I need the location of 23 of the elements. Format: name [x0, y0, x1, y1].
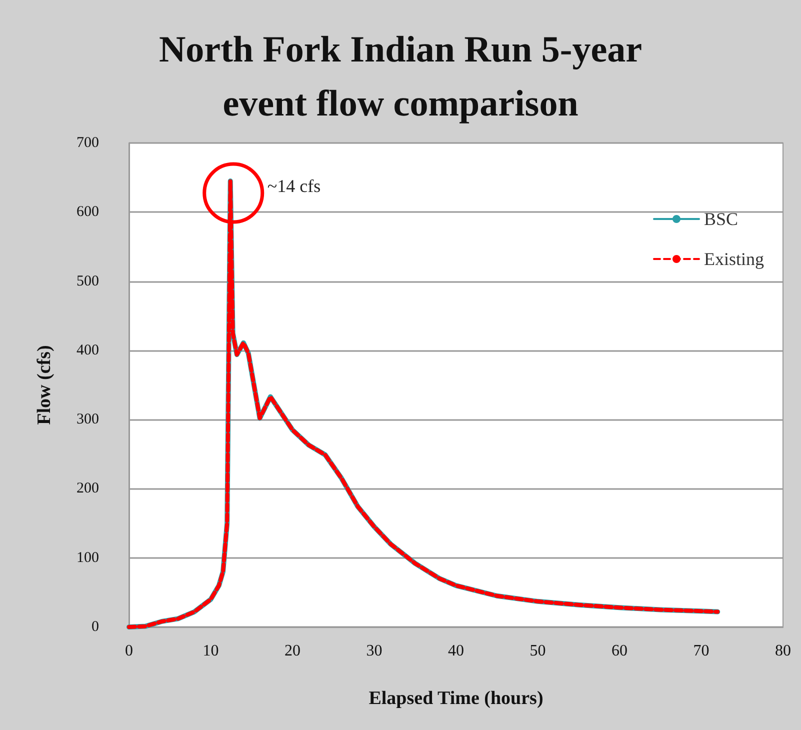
x-tick-label: 50 — [530, 642, 546, 660]
y-tick-label: 400 — [76, 342, 99, 358]
x-axis-title: Elapsed Time (hours) — [368, 688, 544, 709]
y-tick-label: 0 — [92, 619, 99, 635]
x-tick-label: 20 — [284, 642, 300, 660]
chart-title: North Fork Indian Run 5-year event flow comparison — [158, 30, 642, 124]
y-tick-label: 200 — [76, 480, 99, 497]
x-tick-label: 30 — [366, 642, 382, 660]
y-tick-label: 700 — [76, 135, 99, 151]
x-tick-label: 80 — [775, 642, 791, 660]
annotation: ~14 cfs — [267, 176, 321, 196]
x-tick-label: 40 — [448, 642, 464, 660]
y-tick-label: 100 — [76, 550, 99, 566]
y-tick-label: 500 — [76, 273, 99, 290]
x-tick-label: 10 — [202, 642, 219, 660]
x-tick-label: 60 — [612, 642, 628, 660]
legend-label: Existing — [704, 249, 764, 269]
legend-label: BSC — [704, 209, 738, 229]
y-tick-label: 300 — [76, 412, 99, 428]
y-tick-label: 600 — [76, 204, 99, 220]
y-axis-title: Flow (cfs) — [34, 345, 55, 425]
x-tick-label: 0 — [125, 642, 133, 660]
x-tick-label: 70 — [693, 642, 710, 660]
